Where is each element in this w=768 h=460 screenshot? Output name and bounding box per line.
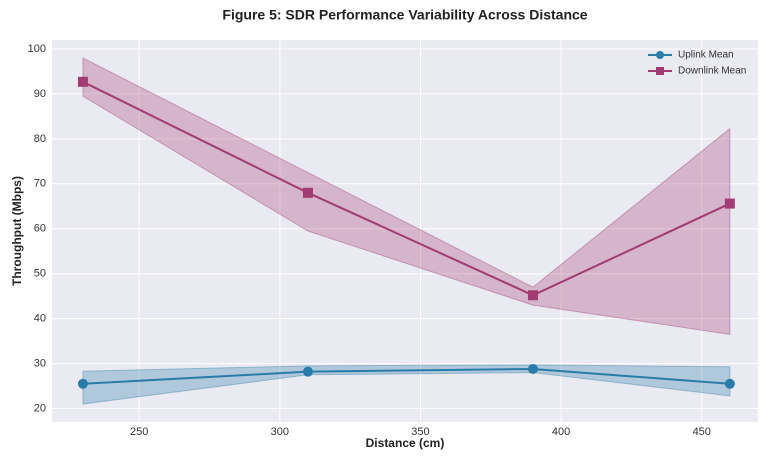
y-tick-label: 20 [34, 402, 46, 414]
legend-label: Downlink Mean [678, 66, 746, 77]
marker [77, 76, 88, 87]
legend-marker [656, 67, 664, 75]
y-tick-label: 100 [28, 43, 46, 55]
band [82, 57, 731, 335]
y-tick-label: 40 [34, 313, 46, 325]
x-tick-label: 350 [411, 426, 429, 438]
x-tick-label: 300 [271, 426, 289, 438]
y-axis-label: Throughput (Mbps) [10, 176, 24, 286]
x-axis-label: Distance (cm) [366, 436, 445, 450]
y-tick-label: 80 [34, 133, 46, 145]
y-tick-label: 70 [34, 178, 46, 190]
chart-title: Figure 5: SDR Performance Variability Ac… [222, 7, 587, 23]
marker [527, 363, 538, 374]
line [82, 80, 731, 297]
marker [724, 378, 735, 389]
y-tick-label: 50 [34, 268, 46, 280]
marker [77, 378, 88, 389]
marker [724, 198, 735, 209]
legend-marker [656, 51, 664, 59]
marker [527, 290, 538, 301]
marker [302, 187, 313, 198]
line [82, 367, 730, 385]
y-tick-label: 30 [34, 357, 46, 369]
plot-area [52, 40, 758, 422]
y-tick-label: 90 [34, 88, 46, 100]
x-tick-label: 250 [130, 426, 148, 438]
marker [302, 366, 313, 377]
x-tick-label: 400 [552, 426, 570, 438]
legend-label: Uplink Mean [678, 50, 734, 61]
y-tick-label: 60 [34, 223, 46, 235]
x-tick-label: 450 [693, 426, 711, 438]
